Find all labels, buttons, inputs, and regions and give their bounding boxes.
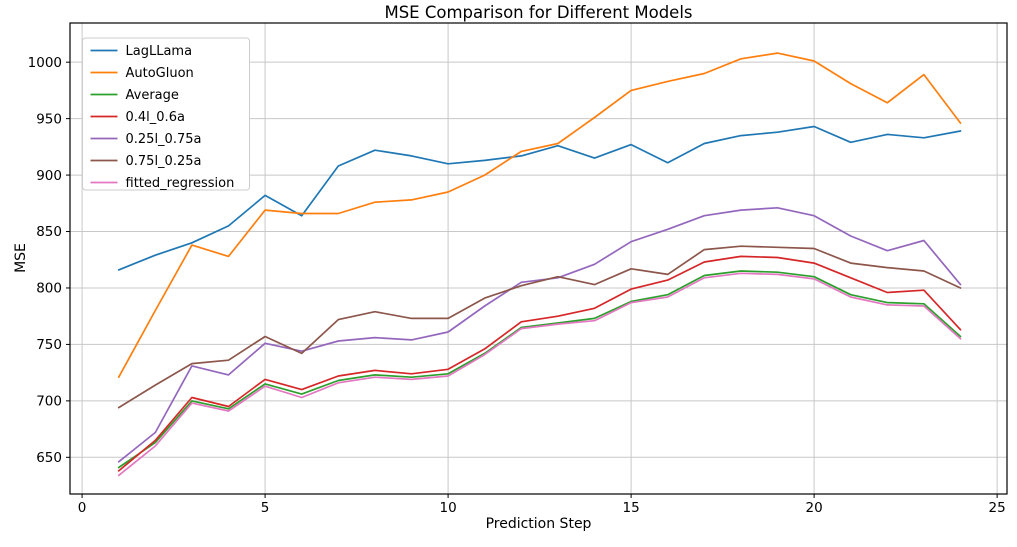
y-tick-label: 750 — [36, 337, 62, 353]
legend-label-LagLLama: LagLLama — [126, 44, 193, 59]
series-line-LagLLama — [117, 125, 962, 271]
y-tick-label: 850 — [36, 224, 62, 240]
x-tick-label: 15 — [623, 500, 640, 516]
legend-label-fitted_regression: fitted_regression — [126, 176, 235, 191]
x-tick-label: 10 — [440, 500, 457, 516]
legend-box — [82, 37, 250, 191]
x-tick-label: 25 — [989, 500, 1006, 516]
y-axis-label: MSE — [13, 243, 29, 273]
x-tick-label: 20 — [806, 500, 823, 516]
series-line-0.75l_0.25a — [117, 245, 962, 409]
legend-label-0.25l_0.75a: 0.25l_0.75a — [126, 132, 202, 147]
y-tick-label: 950 — [36, 111, 62, 127]
x-axis-label: Prediction Step — [485, 516, 592, 532]
y-tick-label: 800 — [36, 281, 62, 297]
legend-label-Average: Average — [126, 88, 179, 103]
y-tick-label: 900 — [36, 168, 62, 184]
x-tick-label: 5 — [261, 500, 270, 516]
chart-title: MSE Comparison for Different Models — [384, 3, 693, 22]
series-line-AutoGluon — [117, 52, 962, 379]
y-tick-label: 650 — [36, 450, 62, 466]
y-tick-label: 1000 — [28, 55, 62, 71]
x-tick-label: 0 — [78, 500, 87, 516]
legend-label-0.4l_0.6a: 0.4l_0.6a — [126, 110, 185, 125]
y-tick-label: 700 — [36, 394, 62, 410]
series-line-0.4l_0.6a — [117, 255, 962, 472]
plot-border — [69, 22, 1008, 495]
series-line-Average — [117, 270, 962, 469]
legend-label-0.75l_0.25a: 0.75l_0.25a — [126, 154, 202, 169]
legend-label-AutoGluon: AutoGluon — [126, 66, 194, 81]
series-line-fitted_regression — [117, 272, 962, 477]
series-line-0.25l_0.75a — [117, 206, 962, 463]
